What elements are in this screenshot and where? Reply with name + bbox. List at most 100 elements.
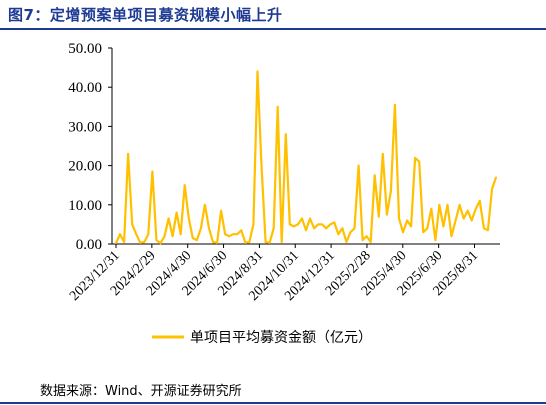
data-point bbox=[454, 219, 457, 222]
data-point bbox=[224, 233, 227, 236]
data-point bbox=[280, 241, 283, 243]
data-point bbox=[474, 207, 477, 210]
data-point bbox=[470, 219, 473, 222]
data-point bbox=[329, 223, 332, 226]
data-point bbox=[337, 233, 340, 236]
series-line bbox=[114, 70, 498, 245]
data-point bbox=[345, 241, 348, 243]
data-point bbox=[394, 103, 396, 106]
data-point bbox=[418, 160, 421, 163]
data-point bbox=[325, 227, 328, 230]
data-point bbox=[232, 233, 235, 236]
data-point bbox=[450, 235, 453, 238]
chart-area: 0.00 10.00 20.00 30.00 40.00 50.00 2023/12/31… bbox=[0, 32, 546, 372]
data-point bbox=[297, 223, 299, 226]
data-point bbox=[458, 203, 461, 206]
data-point bbox=[288, 223, 291, 226]
figure-title: 图7：定增预案单项目募资规模小幅上升 bbox=[8, 6, 283, 24]
data-point bbox=[491, 188, 493, 191]
data-point bbox=[240, 229, 243, 232]
data-point bbox=[179, 233, 182, 236]
data-point bbox=[220, 209, 223, 212]
data-point bbox=[171, 235, 174, 238]
data-point bbox=[466, 209, 469, 212]
data-point bbox=[135, 233, 138, 236]
data-point bbox=[187, 217, 190, 220]
data-point bbox=[482, 227, 485, 230]
data-point bbox=[349, 231, 352, 234]
line-chart: 0.00 10.00 20.00 30.00 40.00 50.00 2023/12/31… bbox=[67, 41, 500, 346]
data-point bbox=[389, 190, 392, 192]
data-point bbox=[264, 241, 267, 243]
y-tick-label: 20.00 bbox=[68, 159, 102, 175]
data-point bbox=[462, 217, 465, 220]
data-point bbox=[385, 213, 388, 216]
data-point bbox=[341, 227, 344, 230]
legend: 单项目平均募资金额（亿元） bbox=[152, 330, 372, 346]
data-point bbox=[305, 229, 307, 232]
data-point bbox=[123, 241, 125, 243]
data-point bbox=[119, 233, 121, 236]
data-point bbox=[208, 227, 210, 230]
data-point bbox=[301, 217, 303, 220]
data-point bbox=[212, 241, 214, 243]
data-point bbox=[143, 241, 146, 243]
data-point bbox=[430, 207, 433, 210]
data-point bbox=[236, 233, 239, 236]
data-point bbox=[248, 241, 251, 243]
data-point bbox=[353, 227, 356, 230]
data-point bbox=[244, 241, 247, 244]
data-point bbox=[256, 70, 259, 73]
data-point bbox=[313, 227, 315, 230]
data-point bbox=[175, 211, 178, 214]
data-point bbox=[272, 227, 275, 230]
data-point bbox=[183, 184, 186, 187]
y-tick-label: 0.00 bbox=[76, 237, 102, 253]
data-point bbox=[204, 203, 206, 206]
y-tick-label: 40.00 bbox=[68, 80, 102, 96]
data-point bbox=[321, 223, 324, 226]
data-point bbox=[284, 133, 287, 136]
data-point bbox=[442, 225, 445, 228]
data-point bbox=[131, 223, 134, 226]
data-point bbox=[155, 239, 158, 241]
data-point bbox=[216, 241, 218, 244]
data-point bbox=[252, 223, 255, 226]
data-point bbox=[446, 203, 449, 206]
data-point bbox=[406, 219, 408, 222]
data-point bbox=[422, 231, 425, 234]
data-point bbox=[260, 164, 263, 167]
data-point bbox=[381, 152, 384, 155]
data-point bbox=[495, 176, 497, 179]
legend-label: 单项目平均募资金额（亿元） bbox=[190, 330, 372, 346]
data-point bbox=[357, 164, 360, 167]
data-point bbox=[199, 227, 202, 230]
data-point bbox=[147, 233, 150, 236]
y-tick-label: 50.00 bbox=[68, 41, 102, 57]
data-point bbox=[369, 241, 372, 243]
data-point bbox=[426, 227, 429, 230]
data-point bbox=[365, 235, 368, 238]
bottom-divider bbox=[0, 402, 546, 404]
data-point bbox=[414, 156, 417, 159]
data-point bbox=[276, 105, 279, 108]
data-point bbox=[268, 241, 271, 244]
data-point bbox=[228, 235, 231, 238]
data-point bbox=[438, 203, 441, 206]
data-point bbox=[410, 225, 413, 228]
data-point bbox=[139, 241, 142, 244]
data-point bbox=[195, 239, 198, 241]
data-point bbox=[309, 217, 311, 220]
data-point bbox=[361, 239, 364, 241]
data-point bbox=[373, 174, 376, 177]
data-point bbox=[402, 231, 404, 234]
data-point bbox=[292, 225, 295, 228]
data-point bbox=[151, 170, 154, 173]
y-tick-label: 30.00 bbox=[68, 119, 102, 135]
data-point bbox=[333, 221, 336, 224]
data-point bbox=[127, 152, 130, 155]
y-axis: 0.00 10.00 20.00 30.00 40.00 50.00 bbox=[68, 41, 113, 253]
data-point bbox=[163, 235, 166, 238]
data-point bbox=[159, 242, 162, 245]
data-point bbox=[115, 242, 117, 245]
